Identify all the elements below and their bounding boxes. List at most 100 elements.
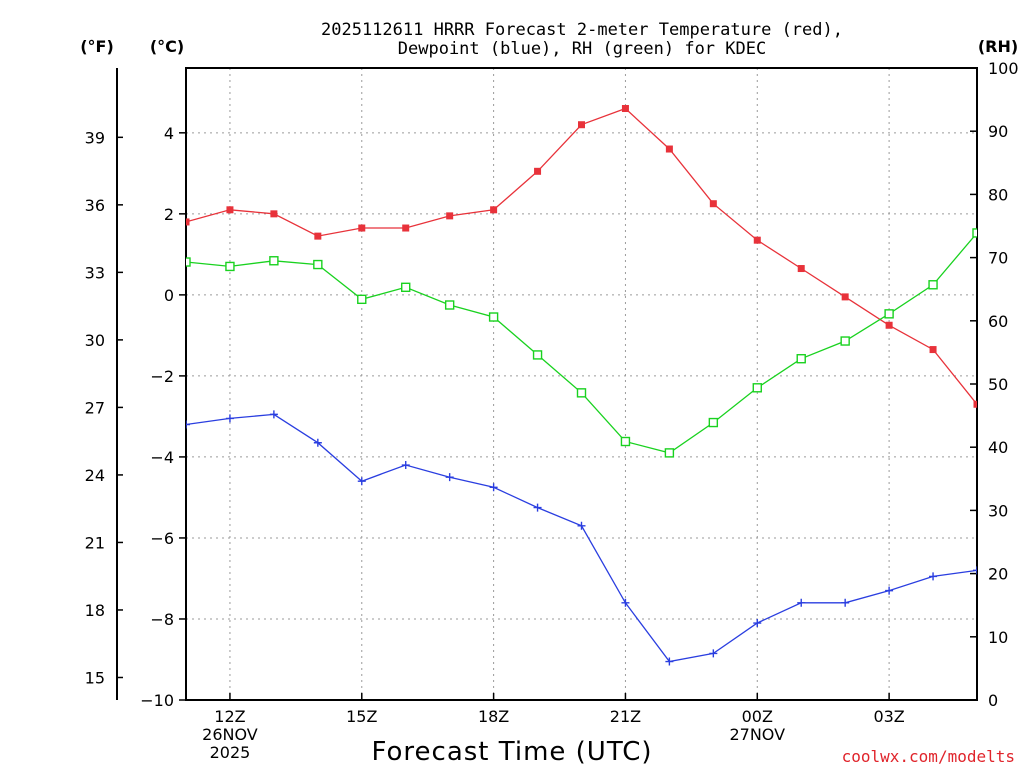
fahrenheit-tick-label: 18	[85, 601, 105, 620]
rh-point	[269, 256, 279, 266]
x-axis-title: Forecast Time (UTC)	[371, 737, 652, 767]
time-tick-label: 00Z	[742, 707, 773, 726]
rh-point	[620, 436, 631, 447]
temperature-point	[797, 265, 805, 273]
rh-tick-label: 90	[988, 122, 1008, 141]
dewpoint-point	[929, 572, 938, 581]
temperature-point	[578, 121, 585, 129]
dewpoint-point	[489, 483, 498, 492]
dewpoint-series	[186, 410, 977, 666]
dewpoint-point	[841, 598, 850, 607]
time-tick-label: 15Z	[346, 707, 377, 726]
dewpoint-point	[533, 503, 542, 512]
dewpoint-point	[797, 598, 806, 607]
time-tick-label: 21Z	[610, 707, 641, 726]
chart-title-line1: 2025112611 HRRR Forecast 2-meter Tempera…	[321, 20, 843, 40]
dewpoint-point	[973, 566, 977, 575]
dewpoint-point	[225, 414, 234, 423]
rh-point	[313, 259, 323, 270]
dewpoint-point	[401, 461, 410, 470]
rh-point	[186, 257, 191, 267]
dewpoint-point	[357, 477, 366, 486]
rh-tick-label: 10	[988, 628, 1008, 647]
chart-title-line2: Dewpoint (blue), RH (green) for KDEC	[398, 39, 766, 59]
time-tick-label: 26NOV	[202, 725, 258, 744]
grid-lines	[186, 68, 977, 700]
temperature-line	[186, 107, 977, 405]
celsius-tick-label: −4	[150, 448, 174, 467]
rh-point	[796, 354, 806, 364]
time-tick-label: 12Z	[214, 707, 245, 726]
fahrenheit-axis: 39 36 33 30 27 24 21 18 15	[85, 128, 123, 687]
rh-point	[884, 309, 894, 319]
temperature-point	[534, 167, 542, 175]
rh-tick-label: 70	[988, 249, 1008, 268]
temperature-point	[226, 206, 234, 214]
rh-tick-label: 50	[988, 375, 1008, 394]
rh-point	[225, 261, 235, 272]
rh-point	[708, 417, 719, 428]
fahrenheit-tick-label: 27	[85, 398, 105, 417]
credit-text: coolwx.com/modelts	[842, 747, 1015, 766]
celsius-tick-label: −6	[150, 529, 174, 548]
dewpoint-point	[577, 521, 586, 530]
temperature-point	[709, 200, 717, 208]
rh-point	[357, 294, 367, 305]
rh-point	[928, 280, 938, 290]
fahrenheit-tick-label: 24	[85, 466, 105, 485]
rh-point	[488, 312, 499, 322]
temperature-point	[446, 212, 454, 220]
fahrenheit-tick-label: 21	[85, 533, 105, 552]
rh-tick-label: 100	[988, 59, 1019, 78]
dewpoint-point	[186, 420, 190, 429]
temperature-point	[665, 145, 673, 153]
rh-point	[972, 228, 977, 238]
rh-point	[444, 300, 455, 310]
rh-tick-label: 20	[988, 565, 1008, 584]
dewpoint-point	[445, 473, 454, 482]
temperature-point	[753, 236, 761, 244]
dewpoint-point	[313, 438, 322, 447]
celsius-tick-label: 0	[164, 286, 174, 305]
fahrenheit-tick-label: 39	[85, 128, 105, 147]
celsius-tick-label: −8	[150, 610, 174, 629]
celsius-tick-label: 4	[164, 124, 174, 143]
rh-line	[186, 232, 977, 454]
temperature-point	[841, 293, 849, 301]
time-tick-label: 27NOV	[729, 725, 785, 744]
fahrenheit-tick-label: 33	[85, 263, 105, 282]
temperature-point	[270, 210, 278, 218]
temperature-point	[973, 400, 977, 408]
fahrenheit-tick-label: 15	[85, 668, 105, 687]
rh-point	[752, 383, 762, 393]
time-tick-label: 2025	[210, 743, 251, 762]
celsius-tick-label: 2	[164, 205, 174, 224]
dewpoint-point	[665, 657, 674, 666]
rh-point	[840, 336, 850, 346]
temperature-series	[186, 105, 977, 408]
temperature-point	[314, 232, 322, 240]
dewpoint-point	[621, 598, 630, 607]
rh-point	[576, 388, 587, 398]
series-layer	[186, 105, 977, 666]
temperature-point	[929, 346, 937, 354]
rh-tick-label: 40	[988, 438, 1008, 457]
temperature-point	[621, 105, 629, 113]
rh-tick-label: 30	[988, 501, 1008, 520]
plot-frame	[185, 67, 978, 701]
fahrenheit-unit-label: (°F)	[80, 37, 114, 56]
dewpoint-point	[885, 586, 894, 595]
rh-point	[664, 448, 675, 458]
dewpoint-point	[753, 619, 762, 628]
temperature-point	[402, 224, 410, 232]
celsius-tick-label: −2	[150, 367, 174, 386]
temperature-point	[186, 218, 190, 226]
fahrenheit-tick-label: 36	[85, 196, 105, 215]
rh-tick-label: 60	[988, 312, 1008, 331]
time-tick-label: 18Z	[478, 707, 509, 726]
rh-unit-label: (RH)	[978, 37, 1018, 56]
temperature-point	[358, 224, 366, 232]
